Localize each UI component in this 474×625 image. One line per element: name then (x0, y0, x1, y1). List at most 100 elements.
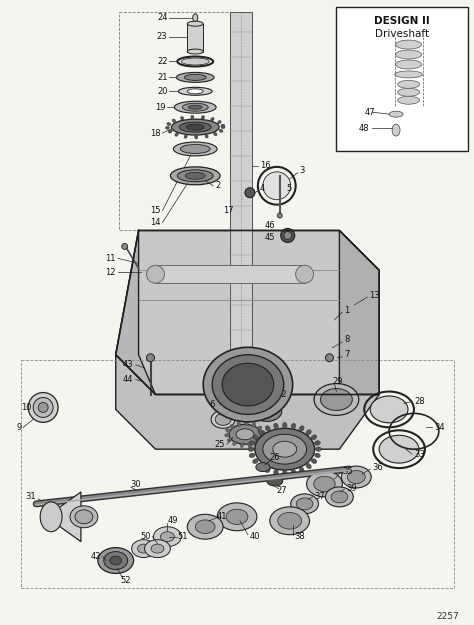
Ellipse shape (260, 431, 265, 434)
Ellipse shape (248, 447, 254, 451)
Polygon shape (116, 355, 379, 449)
Ellipse shape (154, 527, 182, 547)
Text: 20: 20 (157, 87, 167, 96)
Ellipse shape (284, 231, 292, 239)
Ellipse shape (291, 494, 319, 514)
Ellipse shape (180, 144, 210, 154)
Ellipse shape (173, 142, 217, 156)
Text: 38: 38 (295, 532, 305, 541)
Ellipse shape (193, 14, 198, 22)
Ellipse shape (165, 126, 170, 129)
Text: 33: 33 (414, 449, 425, 459)
Text: 11: 11 (105, 254, 116, 263)
Ellipse shape (249, 453, 255, 458)
Ellipse shape (146, 354, 155, 362)
Text: 12: 12 (105, 268, 116, 277)
Ellipse shape (222, 363, 274, 406)
Ellipse shape (281, 229, 295, 242)
Bar (21, 360, 454, 588)
Ellipse shape (316, 447, 321, 451)
Bar (337, 7, 468, 151)
Ellipse shape (179, 122, 211, 132)
Ellipse shape (178, 88, 212, 95)
Ellipse shape (263, 434, 307, 464)
Ellipse shape (263, 172, 291, 199)
Text: 10: 10 (21, 403, 31, 412)
Ellipse shape (314, 476, 335, 492)
Text: 45: 45 (264, 233, 275, 242)
Ellipse shape (182, 103, 208, 111)
Text: 5: 5 (287, 184, 292, 193)
Ellipse shape (205, 134, 208, 138)
Text: Driveshaft: Driveshaft (375, 29, 429, 39)
Ellipse shape (291, 469, 296, 475)
Ellipse shape (170, 167, 220, 185)
Ellipse shape (187, 21, 203, 26)
Ellipse shape (195, 520, 215, 534)
Ellipse shape (181, 116, 184, 120)
Ellipse shape (195, 135, 198, 139)
Ellipse shape (28, 392, 58, 422)
Text: 47: 47 (364, 107, 375, 117)
Ellipse shape (122, 243, 128, 249)
Ellipse shape (258, 429, 264, 435)
Text: 40: 40 (250, 532, 260, 541)
Ellipse shape (226, 429, 230, 432)
Ellipse shape (347, 471, 365, 484)
Ellipse shape (311, 459, 317, 464)
Ellipse shape (245, 421, 248, 426)
Ellipse shape (191, 115, 194, 119)
Ellipse shape (132, 539, 155, 558)
Ellipse shape (187, 514, 223, 539)
Ellipse shape (137, 544, 149, 553)
Text: 18: 18 (150, 129, 161, 138)
Text: 49: 49 (167, 516, 178, 525)
Text: 29: 29 (332, 377, 343, 386)
Bar (118, 12, 248, 231)
Ellipse shape (307, 471, 342, 497)
Ellipse shape (188, 105, 202, 109)
Polygon shape (46, 492, 81, 542)
Text: 4: 4 (260, 184, 265, 193)
Ellipse shape (265, 426, 270, 431)
Text: 26: 26 (270, 452, 281, 462)
Text: 34: 34 (434, 423, 445, 432)
Ellipse shape (389, 111, 403, 117)
Ellipse shape (33, 398, 53, 418)
Text: 37: 37 (315, 492, 325, 501)
Polygon shape (116, 231, 379, 394)
Text: 50: 50 (140, 532, 151, 541)
Ellipse shape (75, 510, 93, 524)
Ellipse shape (172, 119, 176, 122)
Ellipse shape (398, 96, 419, 104)
Ellipse shape (396, 50, 421, 59)
Ellipse shape (221, 126, 225, 129)
Ellipse shape (184, 134, 187, 138)
Text: 3: 3 (300, 166, 305, 176)
Ellipse shape (320, 389, 352, 411)
Text: 31: 31 (26, 492, 36, 501)
Text: 8: 8 (345, 336, 350, 344)
Ellipse shape (145, 539, 170, 558)
Text: 14: 14 (150, 218, 161, 227)
Ellipse shape (260, 432, 265, 436)
Ellipse shape (175, 132, 178, 136)
Text: 16: 16 (260, 161, 271, 171)
Ellipse shape (201, 116, 204, 119)
Ellipse shape (177, 170, 213, 182)
Ellipse shape (331, 491, 348, 503)
Text: 44: 44 (123, 375, 134, 384)
Ellipse shape (370, 396, 408, 423)
Ellipse shape (257, 426, 262, 430)
Ellipse shape (267, 476, 283, 486)
Ellipse shape (270, 507, 310, 535)
Ellipse shape (396, 60, 421, 69)
Ellipse shape (186, 124, 204, 130)
Ellipse shape (273, 469, 278, 475)
Ellipse shape (172, 119, 219, 135)
Text: DESIGN II: DESIGN II (374, 16, 430, 26)
Ellipse shape (265, 467, 270, 472)
Ellipse shape (253, 435, 258, 440)
Ellipse shape (70, 506, 98, 528)
Ellipse shape (341, 466, 371, 488)
